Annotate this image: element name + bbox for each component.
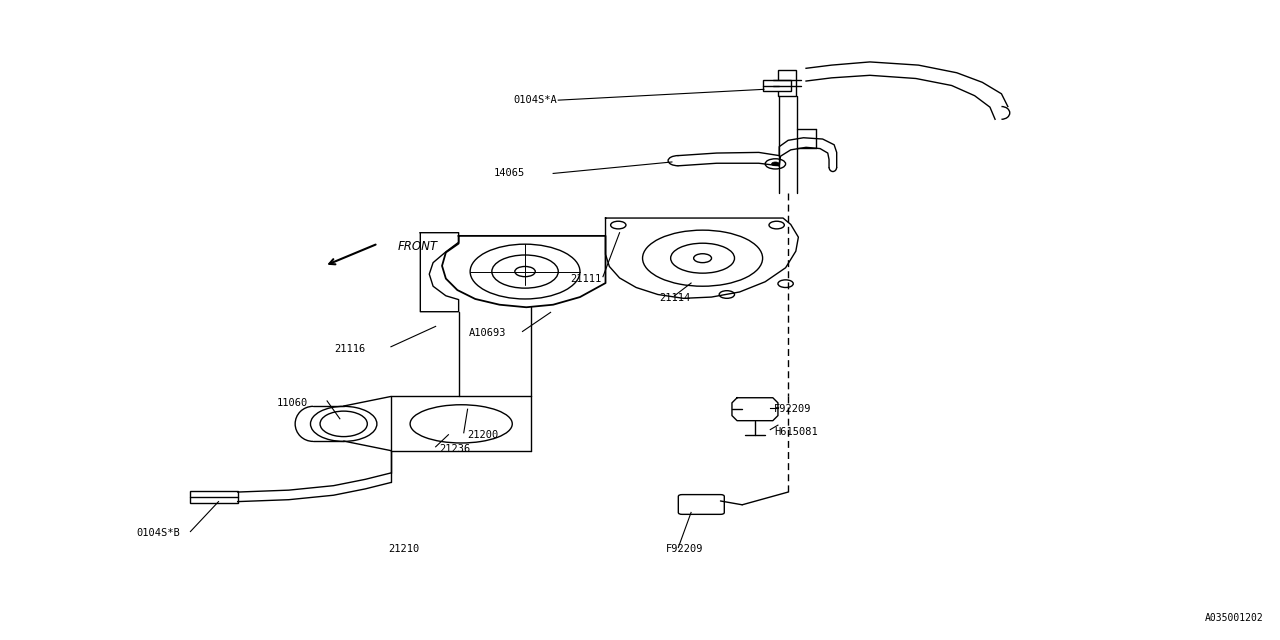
Text: H615081: H615081: [774, 426, 818, 436]
Text: 0104S*A: 0104S*A: [513, 95, 557, 105]
Circle shape: [719, 291, 735, 298]
Text: 21210: 21210: [388, 545, 420, 554]
Text: 21236: 21236: [439, 444, 471, 454]
Circle shape: [492, 255, 558, 288]
Text: F92209: F92209: [774, 404, 812, 414]
Text: 11060: 11060: [276, 398, 308, 408]
Text: 14065: 14065: [494, 168, 525, 179]
Text: 0104S*B: 0104S*B: [137, 529, 180, 538]
Circle shape: [515, 266, 535, 276]
Circle shape: [611, 221, 626, 229]
Text: FRONT: FRONT: [397, 240, 438, 253]
FancyBboxPatch shape: [763, 81, 791, 91]
Text: F92209: F92209: [666, 545, 704, 554]
Text: 21116: 21116: [334, 344, 365, 354]
Circle shape: [769, 221, 785, 229]
Circle shape: [772, 162, 780, 166]
Text: 21111: 21111: [571, 273, 602, 284]
FancyBboxPatch shape: [191, 492, 238, 503]
Text: A10693: A10693: [468, 328, 506, 338]
Circle shape: [694, 253, 712, 262]
Text: 21200: 21200: [467, 429, 499, 440]
FancyBboxPatch shape: [778, 70, 796, 96]
Circle shape: [778, 280, 794, 287]
Text: 21114: 21114: [659, 292, 690, 303]
Circle shape: [470, 244, 580, 299]
FancyBboxPatch shape: [678, 495, 724, 515]
Text: A035001202: A035001202: [1204, 612, 1263, 623]
Circle shape: [765, 159, 786, 169]
